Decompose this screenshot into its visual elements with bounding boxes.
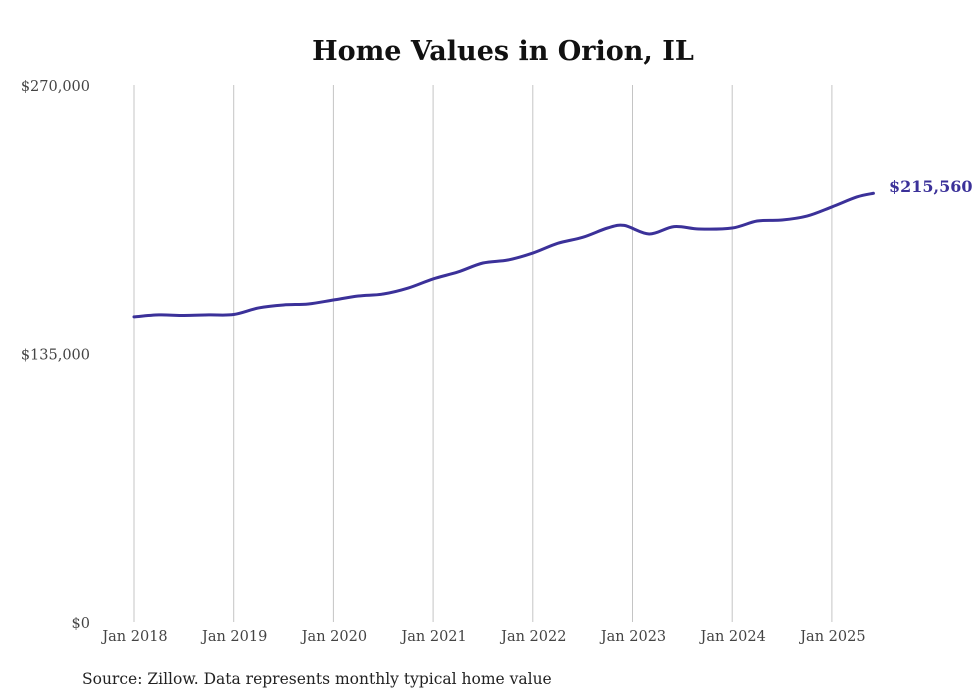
x-tick-label: Jan 2023 — [599, 629, 666, 645]
chart-title: Home Values in Orion, IL — [312, 36, 694, 67]
x-tick-label: Jan 2019 — [200, 629, 267, 645]
x-tick-label: Jan 2024 — [699, 629, 766, 645]
y-tick-label: $135,000 — [21, 348, 90, 364]
y-tick-label: $0 — [72, 616, 90, 632]
x-tick-label: Jan 2022 — [499, 629, 566, 645]
y-tick-label: $270,000 — [21, 79, 90, 95]
x-tick-label: Jan 2025 — [798, 629, 865, 645]
x-tick-label: Jan 2021 — [399, 629, 466, 645]
source-note: Source: Zillow. Data represents monthly … — [82, 670, 552, 688]
series-line — [132, 191, 875, 319]
x-tick-label: Jan 2020 — [300, 629, 367, 645]
end-value-label: $215,560 — [889, 177, 973, 196]
x-tick-label: Jan 2018 — [100, 629, 167, 645]
